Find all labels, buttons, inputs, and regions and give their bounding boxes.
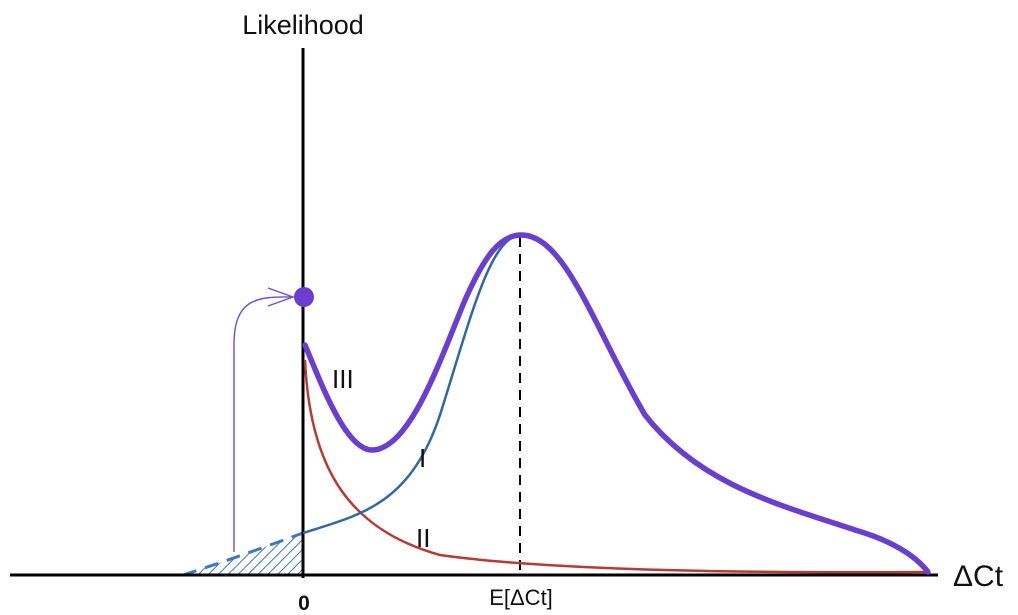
curve-iii-label: III xyxy=(332,364,354,394)
curve-ii-label: II xyxy=(416,523,430,553)
y-axis-label: Likelihood xyxy=(242,10,364,40)
x-axis-label: ΔCt xyxy=(953,560,1004,593)
arrow-head-icon xyxy=(267,287,296,307)
curve-i-label: I xyxy=(419,443,426,473)
curve-ii xyxy=(303,359,929,574)
curve-iii xyxy=(302,232,931,575)
expected-value-label: E[ΔCt] xyxy=(489,585,553,610)
redistribution-arrow xyxy=(233,296,294,552)
origin-tick-label: 0 xyxy=(298,592,310,615)
point-mass-dot xyxy=(294,287,314,307)
truncated-tail-area xyxy=(183,533,303,575)
